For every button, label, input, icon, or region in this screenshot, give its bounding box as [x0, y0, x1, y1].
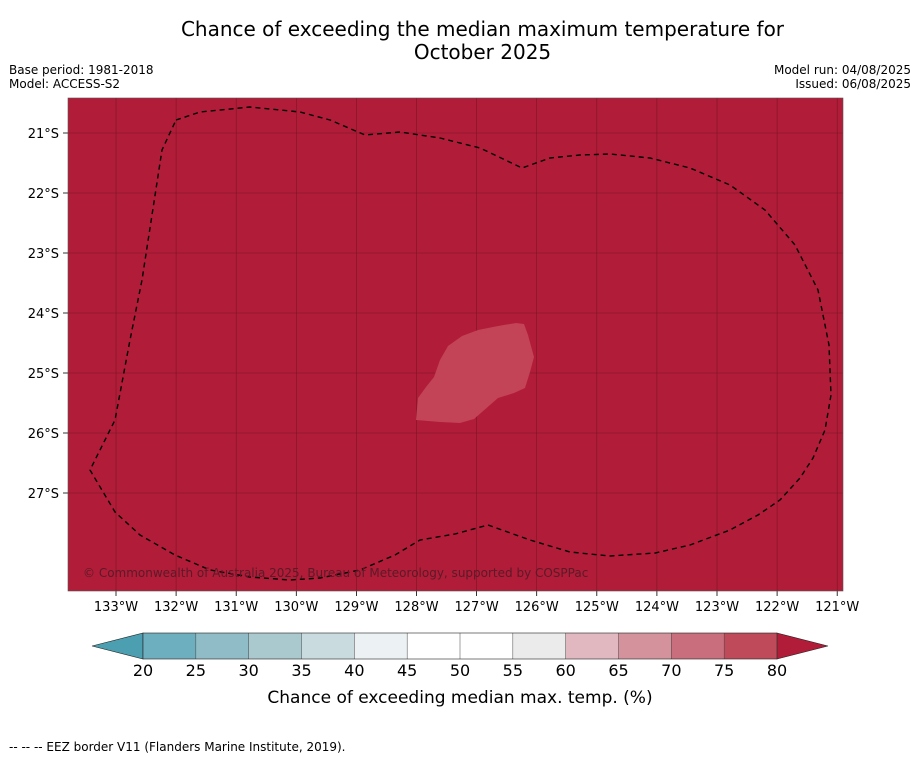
lat-tick-label: 24°S [28, 307, 59, 322]
colorbar-segment [460, 633, 514, 659]
colorbar-over-arrow [776, 632, 829, 660]
map-frame [67, 97, 844, 592]
copyright-text: © Commonwealth of Australia 2025, Bureau… [83, 566, 588, 580]
lat-tick-label: 26°S [28, 427, 59, 442]
colorbar-segment [407, 633, 461, 659]
colorbar-segment [301, 633, 355, 659]
title-line-2: October 2025 [413, 40, 552, 64]
colorbar-under-arrow [91, 632, 144, 660]
colorbar-tick-label: 60 [555, 661, 575, 680]
latitude-tick-labels: 21°S 22°S 23°S 24°S 25°S 26°S 27°S [28, 127, 59, 502]
colorbar-segment [248, 633, 302, 659]
model-name: Model: ACCESS-S2 [9, 77, 121, 91]
colorbar-tick-label: 65 [608, 661, 628, 680]
colorbar-tick-label: 75 [714, 661, 734, 680]
colorbar: 20 25 30 35 40 45 50 55 60 65 70 75 80 Chance of exc… [91, 632, 829, 708]
lon-tick-label: 121°W [815, 600, 859, 615]
lon-tick-label: 127°W [455, 600, 499, 615]
lon-tick-label: 125°W [575, 600, 619, 615]
lon-tick-label: 131°W [214, 600, 258, 615]
lat-tick-label: 27°S [28, 487, 59, 502]
colorbar-tick-label: 25 [186, 661, 206, 680]
base-period: Base period: 1981-2018 [9, 63, 154, 77]
colorbar-segment [565, 633, 619, 659]
colorbar-tick-label: 30 [238, 661, 258, 680]
colorbar-segment [354, 633, 408, 659]
colorbar-tick-label: 40 [344, 661, 364, 680]
colorbar-segment [724, 633, 778, 659]
colorbar-tick-label: 50 [450, 661, 470, 680]
lon-tick-label: 122°W [755, 600, 799, 615]
colorbar-title: Chance of exceeding median max. temp. (%… [267, 688, 652, 708]
eez-border-line [89, 106, 832, 581]
colorbar-frame [142, 632, 778, 660]
colorbar-tick-label: 45 [397, 661, 417, 680]
eez-footnote: -- -- -- EEZ border V11 (Flanders Marine… [9, 740, 346, 754]
colorbar-tick-label: 55 [503, 661, 523, 680]
colorbar-segment [512, 633, 566, 659]
lon-tick-label: 132°W [154, 600, 198, 615]
colorbar-segments [143, 633, 778, 659]
lat-tick-label: 21°S [28, 127, 59, 142]
lon-tick-label: 129°W [334, 600, 378, 615]
colorbar-segment [195, 633, 249, 659]
lon-tick-label: 123°W [695, 600, 739, 615]
colorbar-tick-label: 70 [661, 661, 681, 680]
colorbar-tick-labels: 20 25 30 35 40 45 50 55 60 65 70 75 80 [133, 661, 787, 680]
title-line-1: Chance of exceeding the median maximum t… [180, 17, 785, 41]
colorbar-tick-label: 80 [767, 661, 787, 680]
lat-tick-label: 25°S [28, 367, 59, 382]
colorbar-tick-label: 35 [291, 661, 311, 680]
lat-tick-label: 23°S [28, 247, 59, 262]
colorbar-segment [618, 633, 672, 659]
lon-tick-label: 126°W [515, 600, 559, 615]
colorbar-tick-label: 20 [133, 661, 153, 680]
lon-tick-label: 128°W [394, 600, 438, 615]
lon-tick-label: 124°W [635, 600, 679, 615]
longitude-tick-labels: 133°W 132°W 131°W 130°W 129°W 128°W 127°W 126°W… [94, 600, 860, 615]
issued-date: Issued: 06/08/2025 [795, 77, 911, 91]
lon-tick-label: 133°W [94, 600, 138, 615]
model-run: Model run: 04/08/2025 [773, 63, 911, 77]
meta-right: Model run: 04/08/2025 Issued: 06/08/2025 [774, 63, 911, 91]
lat-tick-label: 22°S [28, 187, 59, 202]
lon-tick-label: 130°W [274, 600, 318, 615]
colorbar-segment [143, 633, 197, 659]
meta-left: Base period: 1981-2018 Model: ACCESS-S2 [9, 63, 154, 91]
colorbar-segment [671, 633, 725, 659]
chart-title: Chance of exceeding the median maximum t… [0, 18, 919, 64]
probability-patch [416, 323, 534, 423]
